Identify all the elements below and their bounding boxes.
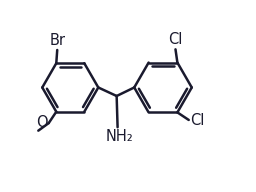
Text: NH₂: NH₂ (106, 129, 133, 144)
Text: Cl: Cl (190, 113, 204, 128)
Text: Cl: Cl (168, 32, 183, 47)
Text: O: O (36, 115, 48, 130)
Text: Br: Br (49, 33, 65, 48)
